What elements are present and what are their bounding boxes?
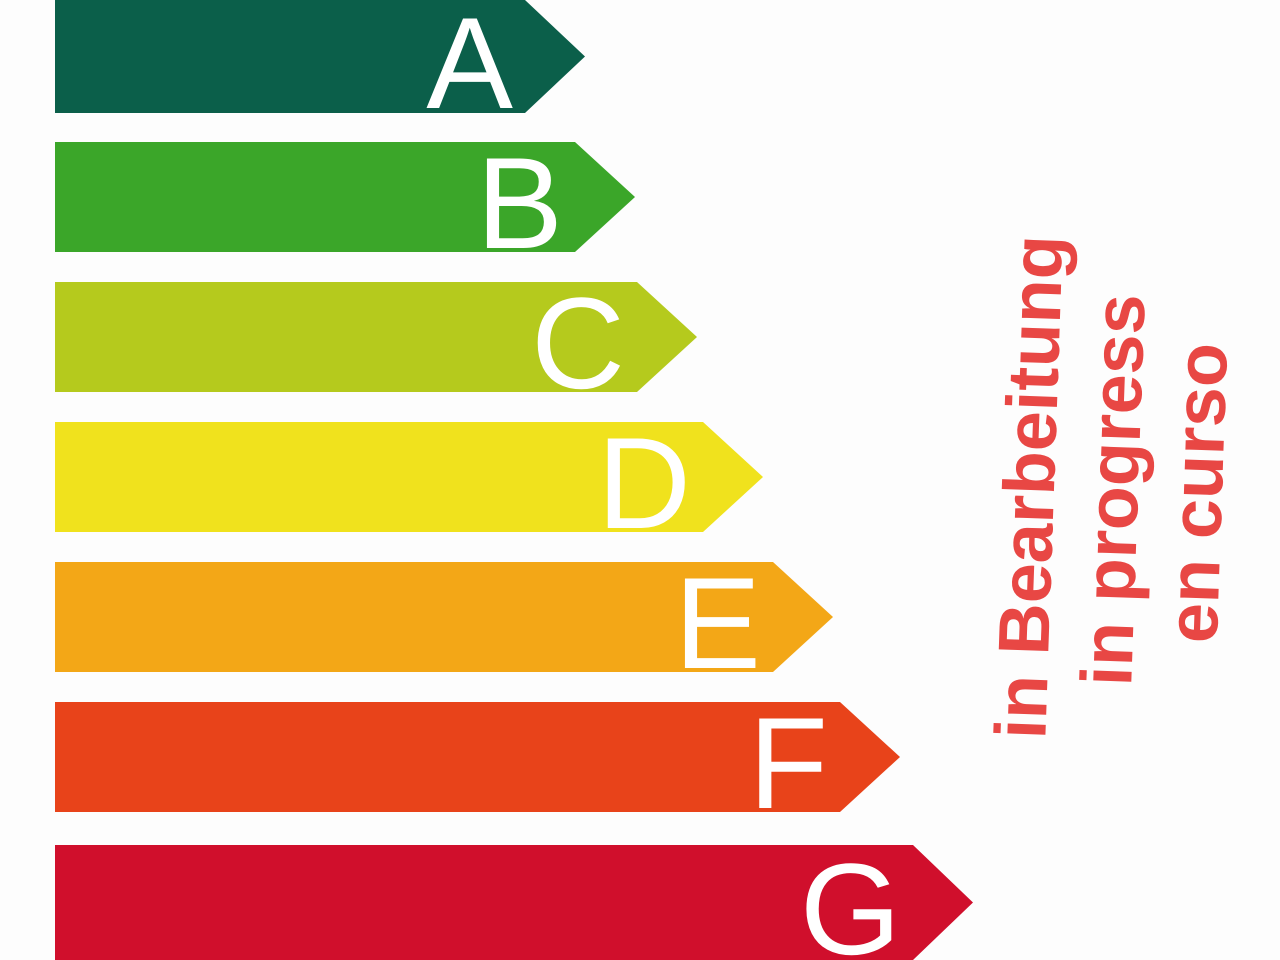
- grade-arrow-c: C: [55, 282, 697, 392]
- grade-arrow-b: B: [55, 142, 635, 252]
- grade-letter-a: A: [426, 0, 513, 136]
- grade-arrow-g: G: [55, 845, 973, 960]
- grade-letter-f: F: [748, 690, 828, 836]
- watermark: in Bearbeitung in progress en curso: [978, 206, 1249, 774]
- grade-letter-g: G: [799, 835, 901, 960]
- grade-letter-e: E: [674, 550, 761, 696]
- grade-arrow-d: D: [55, 422, 763, 532]
- grade-arrow-f: F: [55, 702, 900, 812]
- grade-letter-b: B: [476, 130, 563, 276]
- grade-letter-c: C: [531, 270, 625, 416]
- grade-arrow-a: A: [55, 0, 585, 113]
- grade-arrow-e: E: [55, 562, 833, 672]
- grade-letter-d: D: [597, 410, 691, 556]
